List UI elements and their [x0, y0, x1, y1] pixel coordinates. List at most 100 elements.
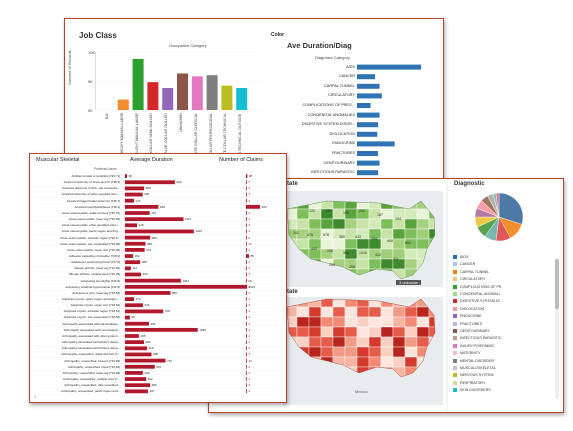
job-class-bar[interactable]	[236, 87, 248, 110]
average-duration-bar[interactable]	[125, 260, 141, 265]
average-duration-bar[interactable]	[125, 211, 150, 215]
average-duration-bar[interactable]	[125, 364, 155, 369]
number-of-claims-bar[interactable]	[246, 174, 248, 178]
legend-scrollbar[interactable]	[555, 259, 559, 399]
average-duration-bar[interactable]	[125, 383, 151, 388]
average-duration-bar[interactable]	[125, 198, 134, 203]
number-of-claims-bar[interactable]	[246, 315, 247, 320]
number-of-claims-bar[interactable]	[246, 198, 247, 203]
job-class-bar[interactable]	[177, 73, 188, 110]
average-duration-bar[interactable]	[125, 217, 184, 222]
legend-item[interactable]: DIGESTIVE SYSTEM DI	[453, 299, 500, 306]
average-duration-bar[interactable]	[125, 223, 138, 228]
legend-item[interactable]: CANCER	[453, 262, 475, 269]
average-duration-bar[interactable]	[125, 327, 198, 332]
legend-item[interactable]: NERVOUS SYSTEM	[453, 373, 493, 380]
legend-item[interactable]: CONGENITAL ANOMALI	[453, 292, 500, 299]
legend-item[interactable]: SKIN DISORDERS	[453, 388, 491, 395]
number-of-claims-bar[interactable]	[246, 204, 260, 209]
number-of-claims-bar[interactable]	[246, 217, 247, 222]
pie-slice[interactable]	[498, 192, 524, 225]
job-class-bar[interactable]	[191, 76, 203, 110]
number-of-claims-bar[interactable]	[246, 321, 247, 326]
number-of-claims-bar[interactable]	[246, 180, 247, 185]
average-duration-bar[interactable]	[125, 297, 135, 301]
number-of-claims-bar[interactable]	[246, 389, 247, 394]
duration-diag-bar[interactable]	[357, 160, 380, 166]
average-duration-bar[interactable]	[125, 235, 151, 240]
average-duration-bar[interactable]	[125, 346, 148, 351]
average-duration-bar[interactable]	[125, 371, 143, 375]
average-duration-bar[interactable]	[125, 180, 175, 185]
duration-diag-bar[interactable]	[357, 64, 421, 70]
number-of-claims-bar[interactable]	[246, 235, 247, 240]
legend-item[interactable]: INJURY,POISONING	[453, 344, 494, 351]
number-of-claims-bar[interactable]	[246, 327, 247, 332]
average-duration-bar[interactable]	[125, 291, 171, 295]
number-of-claims-bar[interactable]	[246, 278, 247, 283]
number-of-claims-bar[interactable]	[246, 229, 247, 234]
number-of-claims-bar[interactable]	[246, 272, 247, 277]
number-of-claims-bar[interactable]	[246, 291, 247, 295]
legend-item[interactable]: AIDS	[453, 255, 468, 262]
number-of-claims-bar[interactable]	[246, 248, 247, 252]
legend-item[interactable]: INFECTIOUS,PARASITIC	[453, 336, 501, 343]
number-of-claims-bar[interactable]	[246, 340, 247, 345]
job-class-bar[interactable]	[162, 87, 174, 110]
job-class-bar[interactable]	[206, 75, 218, 110]
job-class-bar[interactable]	[132, 58, 144, 110]
average-duration-bar[interactable]	[125, 254, 133, 258]
average-duration-bar[interactable]	[125, 192, 143, 197]
duration-diag-bar[interactable]	[357, 141, 395, 147]
number-of-claims-bar[interactable]	[246, 346, 247, 351]
legend-item[interactable]: MENTAL DISORDER	[453, 359, 494, 366]
legend-item[interactable]: MATERNITY	[453, 351, 481, 358]
number-of-claims-bar[interactable]	[246, 186, 247, 191]
duration-diag-bar[interactable]	[357, 151, 379, 156]
average-duration-bar[interactable]	[125, 315, 130, 320]
average-duration-bar[interactable]	[125, 377, 147, 381]
legend-item[interactable]: CIRCULATORY	[453, 277, 485, 284]
number-of-claims-bar[interactable]	[246, 352, 247, 357]
legend-item[interactable]: COMPLICATIONS OF PR	[453, 285, 501, 292]
number-of-claims-bar[interactable]	[246, 309, 247, 314]
number-of-claims-bar[interactable]	[246, 254, 249, 258]
legend-item[interactable]: FRACTURES	[453, 322, 482, 329]
legend-item[interactable]: GENITOURINARY	[453, 329, 490, 336]
job-class-bar[interactable]	[117, 99, 129, 110]
average-duration-bar[interactable]	[125, 284, 247, 289]
job-class-bar[interactable]	[147, 82, 159, 110]
legend-scrollbar-thumb[interactable]	[555, 259, 559, 309]
average-duration-bar[interactable]	[125, 278, 181, 283]
average-duration-bar[interactable]	[125, 389, 148, 394]
number-of-claims-bar[interactable]	[246, 211, 247, 215]
duration-diag-bar[interactable]	[357, 112, 380, 118]
unknown-badge[interactable]: 3 unknown	[396, 280, 422, 285]
duration-diag-bar[interactable]	[357, 74, 376, 80]
legend-item[interactable]: MUSCULOSKELETAL	[453, 366, 496, 373]
number-of-claims-bar[interactable]	[246, 297, 247, 301]
number-of-claims-bar[interactable]	[246, 364, 247, 369]
number-of-claims-bar[interactable]	[246, 303, 247, 308]
average-duration-bar[interactable]	[125, 248, 145, 252]
number-of-claims-bar[interactable]	[246, 383, 247, 388]
duration-diag-bar[interactable]	[357, 83, 380, 89]
duration-diag-bar[interactable]	[357, 122, 379, 128]
average-duration-bar[interactable]	[125, 204, 159, 209]
average-duration-bar[interactable]	[125, 358, 166, 363]
average-duration-bar[interactable]	[125, 352, 152, 357]
number-of-claims-bar[interactable]	[246, 223, 247, 228]
average-duration-bar[interactable]	[125, 266, 131, 271]
number-of-claims-bar[interactable]	[246, 241, 247, 246]
duration-diag-bar[interactable]	[357, 93, 382, 99]
pie-slice[interactable]	[495, 192, 500, 218]
number-of-claims-bar[interactable]	[246, 377, 247, 381]
average-duration-bar[interactable]	[125, 229, 194, 234]
number-of-claims-bar[interactable]	[246, 192, 247, 197]
number-of-claims-bar[interactable]	[246, 358, 247, 363]
number-of-claims-bar[interactable]	[246, 371, 247, 375]
number-of-claims-bar[interactable]	[246, 260, 247, 265]
average-duration-bar[interactable]	[125, 340, 145, 345]
number-of-claims-bar[interactable]	[246, 266, 247, 271]
duration-diag-bar[interactable]	[357, 170, 379, 176]
